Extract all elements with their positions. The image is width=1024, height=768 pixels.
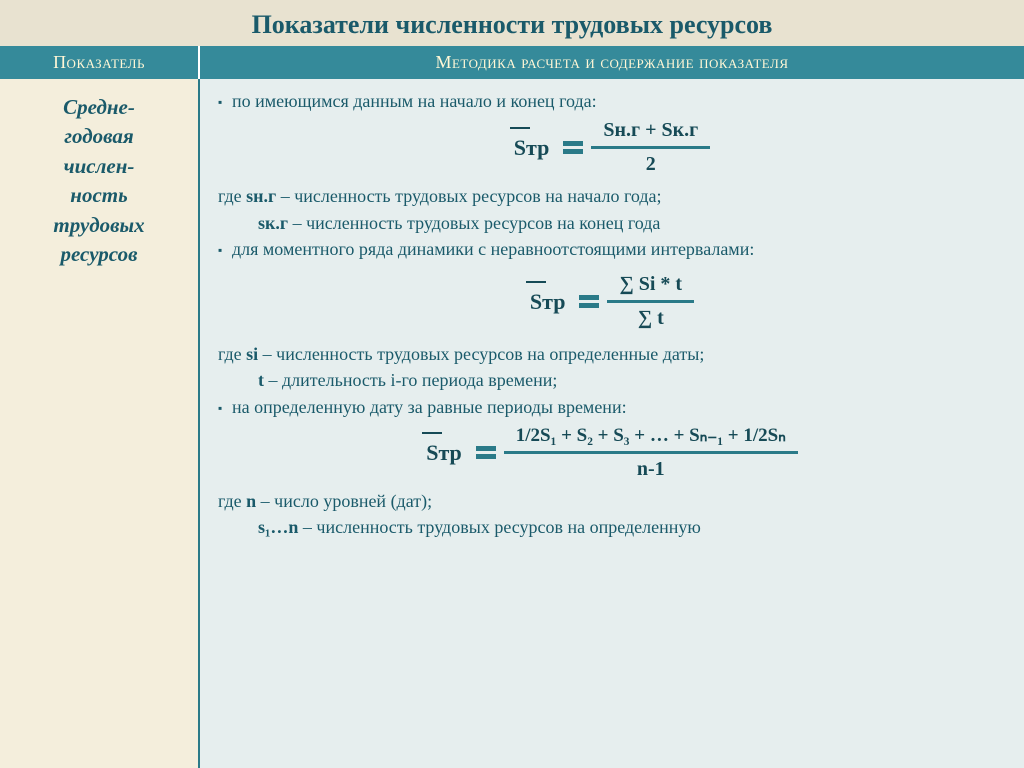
- where-rest: – численность трудовых ресурсов на опред…: [298, 517, 700, 537]
- denominator: 2: [634, 151, 668, 178]
- where-line: s₁…n – численность трудовых ресурсов на …: [218, 515, 1006, 539]
- formula-fraction: 1/2S₁ + S₂ + S₃ + … + Sₙ₋₁ + 1/2Sₙ n-1: [504, 423, 798, 483]
- where-rest: – численность трудовых ресурсов на опред…: [258, 344, 704, 364]
- fraction-line: [607, 300, 694, 303]
- formula-3: Sтр 1/2S₁ + S₂ + S₃ + … + Sₙ₋₁ + 1/2Sₙ n…: [218, 423, 1006, 483]
- bullet-text: для моментного ряда динамики с неравноот…: [232, 237, 754, 261]
- where-pre: где: [218, 186, 246, 206]
- where-var: si: [246, 344, 258, 364]
- where-var: sк.г: [258, 213, 288, 233]
- where-var: n: [246, 491, 256, 511]
- formula-1: Sтр Sн.г + Sк.г 2: [218, 117, 1006, 178]
- left-line: ресурсов: [10, 240, 188, 269]
- equals-icon: [476, 444, 496, 462]
- where-pre: где: [218, 344, 246, 364]
- bullet-item: ▪ для моментного ряда динамики с неравно…: [218, 237, 1006, 261]
- left-line: трудовых: [10, 211, 188, 240]
- numerator: Sн.г + Sк.г: [591, 117, 710, 144]
- denominator: ∑ t: [626, 305, 676, 332]
- formula-lhs: Sтр: [426, 438, 468, 468]
- left-line: годовая: [10, 122, 188, 151]
- formula-2: Sтр ∑ Si * t ∑ t: [218, 271, 1006, 332]
- method-content: ▪ по имеющимся данным на начало и конец …: [200, 79, 1024, 768]
- where-line: sк.г – численность трудовых ресурсов на …: [218, 211, 1006, 235]
- formula-fraction: ∑ Si * t ∑ t: [607, 271, 694, 332]
- where-rest: – число уровней (дат);: [256, 491, 432, 511]
- where-rest: – численность трудовых ресурсов на конец…: [288, 213, 660, 233]
- bullet-icon: ▪: [218, 237, 232, 261]
- where-line: где n – число уровней (дат);: [218, 489, 1006, 513]
- where-pre: где: [218, 491, 246, 511]
- fraction-line: [591, 146, 710, 149]
- formula-fraction: Sн.г + Sк.г 2: [591, 117, 710, 178]
- where-rest: – численность трудовых ресурсов на начал…: [276, 186, 661, 206]
- where-line: где si – численность трудовых ресурсов н…: [218, 342, 1006, 366]
- numerator: ∑ Si * t: [607, 271, 694, 298]
- where-var: sн.г: [246, 186, 276, 206]
- indicator-name: Средне- годовая числен- ность трудовых р…: [0, 79, 200, 768]
- fraction-line: [504, 451, 798, 454]
- equals-icon: [563, 139, 583, 157]
- formula-lhs: Sтр: [514, 133, 556, 163]
- table-header: Показатель Методика расчета и содержание…: [0, 46, 1024, 79]
- header-method: Методика расчета и содержание показателя: [200, 46, 1024, 79]
- bullet-item: ▪ по имеющимся данным на начало и конец …: [218, 89, 1006, 113]
- left-line: Средне-: [10, 93, 188, 122]
- left-line: ность: [10, 181, 188, 210]
- denominator: n-1: [625, 456, 677, 483]
- bullet-text: на определенную дату за равные периоды в…: [232, 395, 627, 419]
- numerator: 1/2S₁ + S₂ + S₃ + … + Sₙ₋₁ + 1/2Sₙ: [504, 423, 798, 449]
- slide-title: Показатели численности трудовых ресурсов: [0, 0, 1024, 46]
- bullet-item: ▪ на определенную дату за равные периоды…: [218, 395, 1006, 419]
- where-var: s₁…n: [258, 517, 298, 537]
- equals-icon: [579, 293, 599, 311]
- header-indicator: Показатель: [0, 46, 200, 79]
- formula-lhs: Sтр: [530, 287, 572, 317]
- where-line: где sн.г – численность трудовых ресурсов…: [218, 184, 1006, 208]
- bullet-icon: ▪: [218, 89, 232, 113]
- slide: Показатели численности трудовых ресурсов…: [0, 0, 1024, 768]
- bullet-icon: ▪: [218, 395, 232, 419]
- where-line: t – длительность i-го периода времени;: [218, 368, 1006, 392]
- left-line: числен-: [10, 152, 188, 181]
- where-rest: – длительность i-го периода времени;: [264, 370, 557, 390]
- bullet-text: по имеющимся данным на начало и конец го…: [232, 89, 597, 113]
- table-body: Средне- годовая числен- ность трудовых р…: [0, 79, 1024, 768]
